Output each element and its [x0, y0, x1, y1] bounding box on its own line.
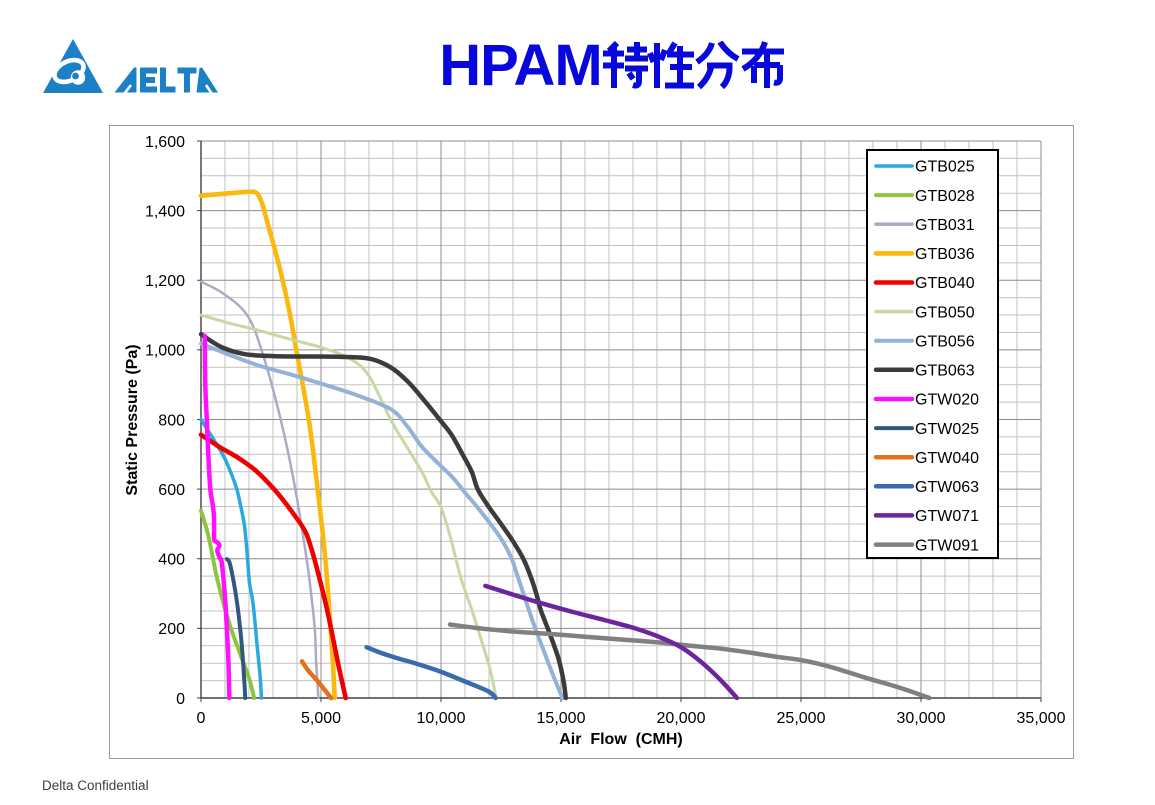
svg-text:0: 0 [176, 691, 185, 708]
svg-text:1,000: 1,000 [145, 343, 185, 360]
svg-text:25,000: 25,000 [777, 710, 826, 727]
svg-text:GTB025: GTB025 [915, 159, 975, 176]
svg-text:GTW063: GTW063 [915, 479, 979, 496]
svg-text:10,000: 10,000 [417, 710, 466, 727]
svg-text:1,200: 1,200 [145, 273, 185, 290]
svg-text:600: 600 [158, 482, 185, 499]
svg-text:GTW091: GTW091 [915, 537, 979, 554]
svg-text:0: 0 [197, 710, 206, 727]
svg-text:5,000: 5,000 [301, 710, 341, 727]
svg-text:200: 200 [158, 621, 185, 638]
svg-text:GTB063: GTB063 [915, 363, 975, 380]
svg-text:Static Pressure (Pa): Static Pressure (Pa) [124, 344, 141, 495]
svg-text:1,400: 1,400 [145, 203, 185, 220]
svg-text:400: 400 [158, 552, 185, 569]
svg-text:35,000: 35,000 [1017, 710, 1066, 727]
svg-text:GTB031: GTB031 [915, 217, 975, 234]
svg-text:30,000: 30,000 [897, 710, 946, 727]
svg-text:GTW020: GTW020 [915, 392, 979, 409]
svg-text:20,000: 20,000 [657, 710, 706, 727]
svg-text:GTW040: GTW040 [915, 450, 979, 467]
svg-text:GTB036: GTB036 [915, 246, 975, 263]
svg-text:GTB028: GTB028 [915, 188, 975, 205]
svg-text:GTB050: GTB050 [915, 304, 975, 321]
svg-text:800: 800 [158, 412, 185, 429]
svg-text:1,600: 1,600 [145, 134, 185, 151]
svg-text:Air Flow (CMH): Air Flow (CMH) [559, 731, 683, 748]
svg-text:GTW025: GTW025 [915, 421, 979, 438]
svg-text:GTB040: GTB040 [915, 275, 975, 292]
svg-text:GTB056: GTB056 [915, 333, 975, 350]
svg-text:GTW071: GTW071 [915, 508, 979, 525]
svg-text:15,000: 15,000 [537, 710, 586, 727]
